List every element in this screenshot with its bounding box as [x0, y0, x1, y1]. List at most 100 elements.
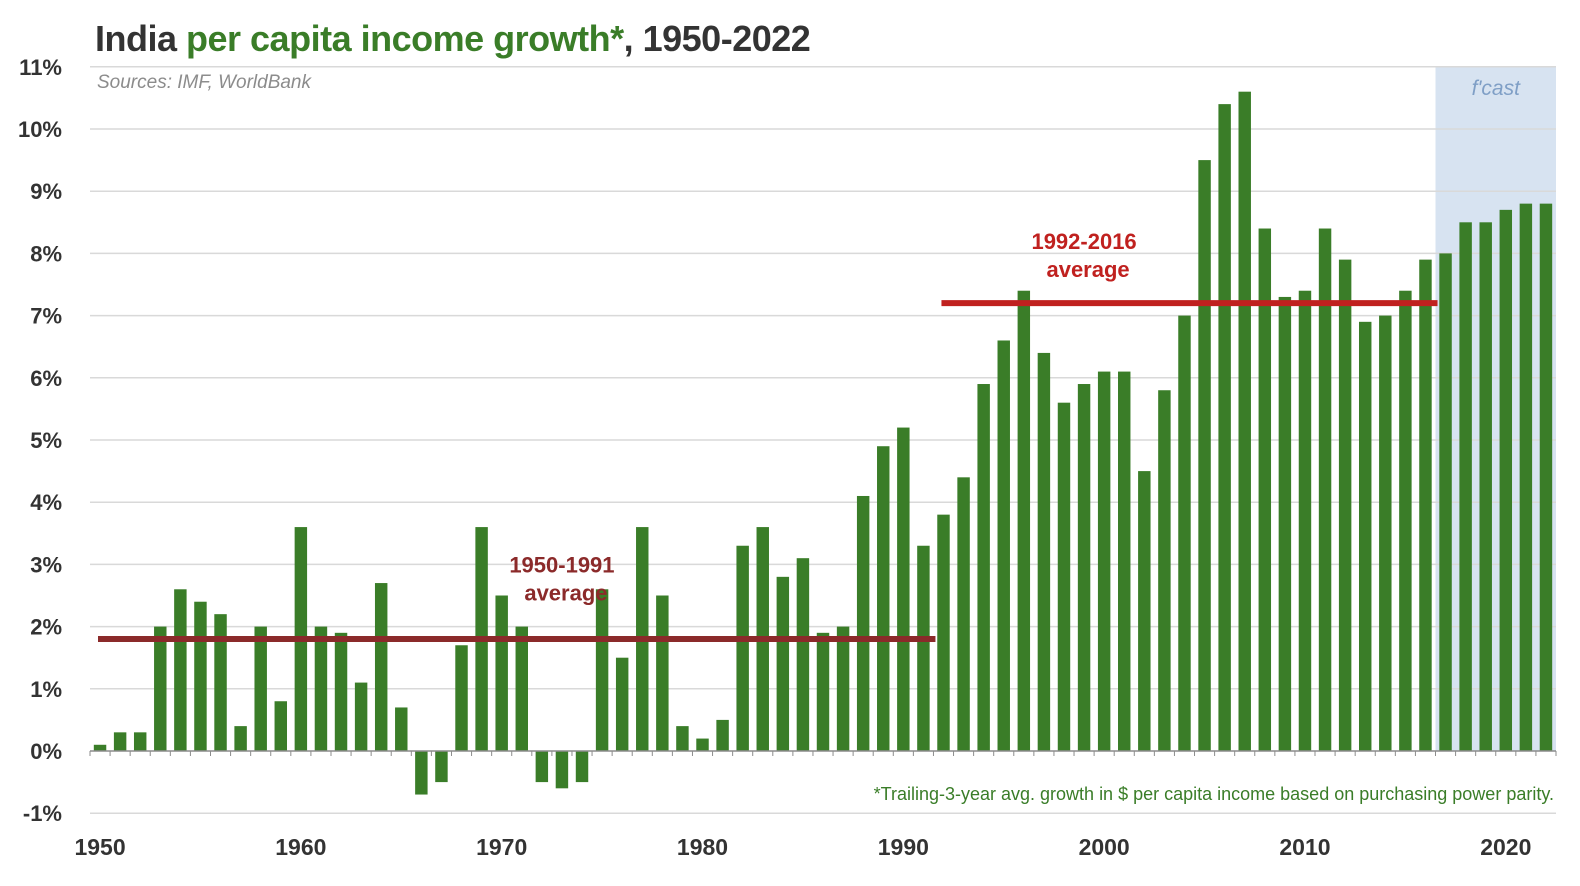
bar-1980 [696, 738, 709, 751]
x-tick-label: 1970 [476, 834, 527, 860]
average-lines [98, 300, 1438, 643]
bar-2009 [1278, 296, 1292, 751]
bar-2005 [1198, 160, 1211, 752]
bar-1973 [555, 751, 569, 789]
bar-1998 [1057, 402, 1071, 751]
forecast-label: f'cast [1472, 77, 1522, 100]
bar-1997 [1037, 352, 1051, 751]
chart-title: India per capita income growth*, 1950-20… [95, 18, 811, 60]
bar-1966 [415, 751, 428, 795]
bar-1985 [796, 558, 810, 751]
bar-2002 [1138, 471, 1151, 751]
bar-1991 [917, 545, 930, 751]
bar-2001 [1118, 371, 1131, 751]
bar-1957 [234, 726, 247, 751]
x-tick-label: 2000 [1079, 834, 1130, 860]
x-tick-label: 2010 [1279, 834, 1330, 860]
bar-1952 [133, 732, 147, 751]
bar-2018 [1459, 222, 1472, 752]
average-label-title: 1992-2016 [1031, 229, 1136, 254]
bar-2021 [1519, 203, 1533, 751]
bar-1959 [274, 701, 288, 751]
bar-1953 [154, 626, 167, 751]
forecast-band-group [1435, 66, 1556, 752]
bar-1982 [736, 545, 749, 751]
title-suffix: , 1950-2022 [623, 18, 811, 59]
bar-1994 [977, 384, 990, 751]
x-tick-label: 1950 [74, 834, 125, 860]
bar-1974 [575, 751, 589, 783]
bar-1964 [374, 583, 388, 751]
x-tick-label: 1960 [275, 834, 326, 860]
axes [89, 750, 1557, 756]
bar-1999 [1077, 384, 1091, 751]
y-tick-label: 0% [30, 739, 62, 764]
average-label-sub: average [524, 580, 607, 605]
bar-2022 [1539, 203, 1553, 751]
bar-2014 [1379, 315, 1392, 751]
footnote: *Trailing-3-year avg. growth in $ per ca… [874, 784, 1554, 804]
bar-1951 [113, 732, 127, 751]
y-tick-label: 2% [30, 615, 62, 640]
y-tick-label: 10% [18, 117, 62, 142]
bar-1950 [93, 744, 107, 751]
bar-2013 [1358, 321, 1372, 751]
bar-2015 [1399, 290, 1412, 751]
chart-text: f'cast -1% 0% 1% 2% 3% 4% 5% 6% 7% 8% 9% 10% 11% 1950 1… [18, 55, 1554, 860]
x-tick-label: 2020 [1480, 834, 1531, 860]
bar-2007 [1238, 91, 1251, 752]
bar-1990 [897, 427, 910, 751]
bar-1963 [354, 682, 368, 751]
sources-note: Sources: IMF, WorldBank [97, 72, 312, 93]
bar-2000 [1097, 371, 1111, 751]
bar-1988 [856, 495, 870, 751]
y-tick-label: -1% [23, 801, 62, 826]
average-label-sub: average [1046, 257, 1129, 282]
x-tick-label: 1990 [878, 834, 929, 860]
title-prefix: India [95, 18, 187, 59]
bar-1992 [937, 514, 950, 751]
bar-1965 [395, 707, 408, 751]
y-tick-label: 9% [30, 179, 62, 204]
y-tick-label: 1% [30, 677, 62, 702]
bar-1967 [435, 751, 448, 783]
bar-1995 [997, 340, 1010, 751]
bar-1986 [816, 632, 830, 751]
y-tick-label: 4% [30, 490, 62, 515]
bar-2004 [1178, 315, 1191, 751]
bar-1981 [716, 719, 729, 751]
y-tick-label: 8% [30, 241, 62, 266]
x-tick-label: 1980 [677, 834, 728, 860]
y-tick-label: 7% [30, 304, 62, 329]
bar-1984 [776, 576, 790, 751]
forecast-band [1435, 66, 1556, 752]
bar-1975 [595, 589, 609, 751]
bar-2006 [1218, 104, 1231, 752]
bar-2011 [1318, 228, 1332, 751]
bar-1955 [194, 601, 207, 751]
bar-1979 [676, 726, 689, 751]
bar-1972 [535, 751, 549, 783]
y-tick-label: 3% [30, 552, 62, 577]
bar-1954 [174, 589, 187, 751]
title-highlight: per capita income growth* [186, 18, 624, 59]
bar-1970 [495, 595, 508, 751]
bars [93, 91, 1553, 795]
bar-2010 [1298, 290, 1312, 751]
bar-2012 [1338, 259, 1352, 751]
bar-1976 [615, 657, 629, 751]
bar-2008 [1258, 228, 1272, 751]
bar-1996 [1017, 290, 1031, 751]
y-tick-label: 6% [30, 366, 62, 391]
bar-1971 [515, 626, 528, 751]
y-tick-label: 11% [19, 55, 62, 80]
y-tick-label: 5% [30, 428, 62, 453]
grid-lines [90, 66, 1556, 814]
bar-1978 [656, 595, 669, 751]
bar-1958 [254, 626, 267, 751]
bar-1968 [455, 645, 468, 751]
bar-1993 [957, 477, 970, 751]
bar-1961 [314, 626, 328, 751]
bar-1989 [877, 446, 890, 751]
